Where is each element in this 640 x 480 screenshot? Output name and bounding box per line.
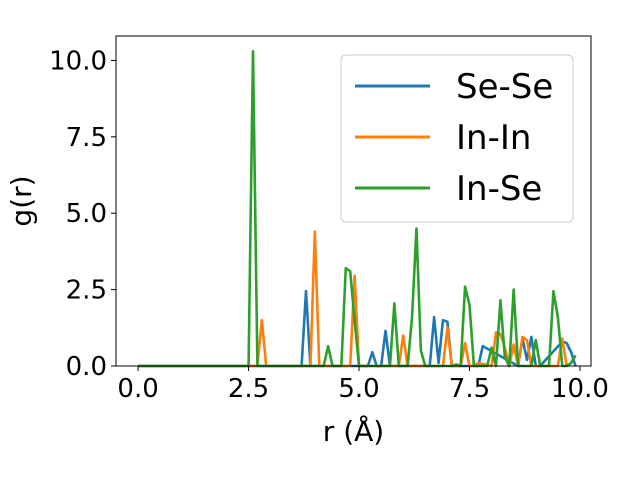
y-axis-label: g(r) — [5, 175, 38, 226]
y-tick-label: 7.5 — [66, 123, 107, 153]
y-tick-label: 0.0 — [66, 352, 107, 382]
plot-frame — [115, 35, 592, 367]
series-line-in-in — [138, 230, 568, 368]
x-tick-label: 7.5 — [449, 374, 490, 404]
x-tick-label: 5.0 — [338, 374, 379, 404]
y-tick-label: 5.0 — [66, 199, 107, 229]
legend-label: In-In — [456, 118, 531, 158]
x-axis-ticks: 0.0 2.5 5.0 7.5 10.0 — [117, 366, 609, 404]
legend: Se-Se In-In In-Se — [340, 54, 574, 223]
legend-label: In-Se — [456, 169, 542, 209]
legend-label: Se-Se — [456, 67, 553, 107]
x-axis-label: r (Å) — [323, 414, 384, 448]
x-tick-label: 10.0 — [551, 374, 609, 404]
y-tick-label: 2.5 — [66, 276, 107, 306]
series-line-in-se — [138, 49, 577, 368]
x-tick-label: 0.0 — [117, 374, 158, 404]
legend-box — [340, 54, 574, 223]
y-tick-label: 10.0 — [49, 46, 107, 76]
x-tick-label: 2.5 — [228, 374, 269, 404]
y-axis-ticks: 0.0 2.5 5.0 7.5 10.0 — [49, 46, 116, 382]
